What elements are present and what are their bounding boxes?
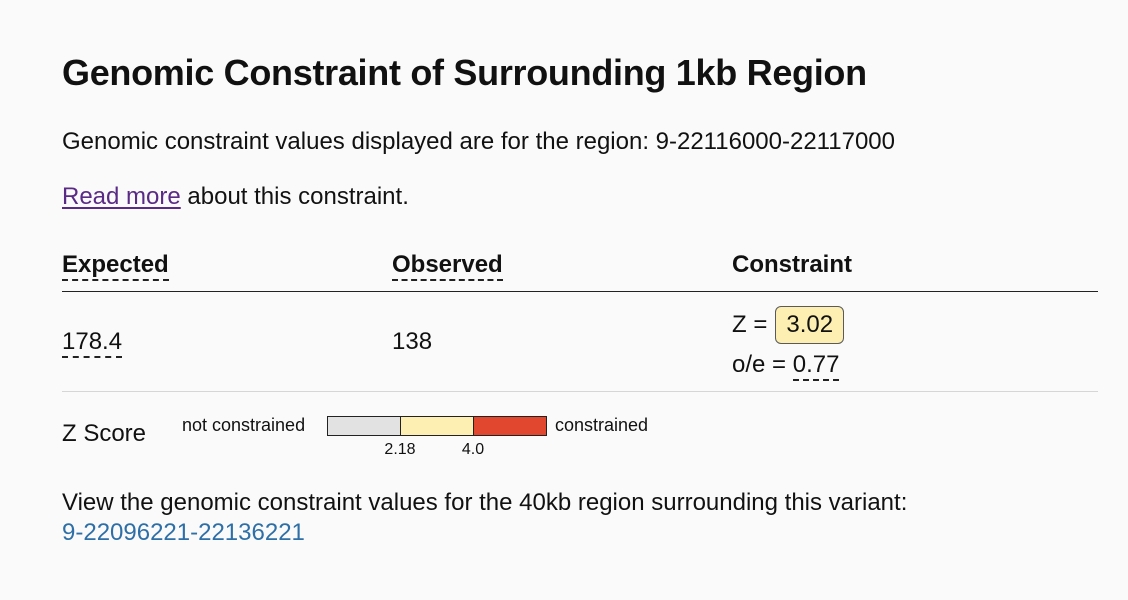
oe-prefix: o/e = <box>732 351 793 378</box>
page-title: Genomic Constraint of Surrounding 1kb Re… <box>62 52 867 93</box>
oe-value[interactable]: 0.77 <box>792 351 840 381</box>
observed-value-cell: 138 <box>392 328 432 356</box>
read-more-suffix: about this constraint. <box>180 183 409 210</box>
legend-segment-2 <box>400 417 473 435</box>
expected-value-cell[interactable]: 178.4 <box>62 328 123 358</box>
header-expected-label: Expected <box>62 251 169 281</box>
legend-tick-high: 4.0 <box>461 441 485 458</box>
read-more-line: Read more about this constraint. <box>62 183 409 211</box>
header-divider <box>62 291 1098 292</box>
read-more-link[interactable]: Read more <box>62 183 181 210</box>
expected-value: 178.4 <box>62 328 123 358</box>
header-expected[interactable]: Expected <box>62 251 169 281</box>
z-score-legend-label: Z Score <box>62 420 147 447</box>
observed-value: 138 <box>392 328 433 355</box>
oe-line: o/e = 0.77 <box>732 351 840 381</box>
footer-text: View the genomic constraint values for t… <box>62 489 908 516</box>
header-constraint-label: Constraint <box>732 251 852 278</box>
legend-constrained: constrained <box>555 415 649 435</box>
z-score-line: Z = 3.02 <box>732 306 845 344</box>
legend-segment-1 <box>328 417 400 435</box>
z-score-legend-bar <box>327 416 547 436</box>
row-divider <box>62 391 1098 392</box>
z-score-badge: 3.02 <box>775 306 845 344</box>
region-40kb-link[interactable]: 9-22096221-22136221 <box>62 519 305 546</box>
header-observed-label: Observed <box>392 251 503 281</box>
legend-tick-low: 2.18 <box>384 441 416 458</box>
region-description: Genomic constraint values displayed are … <box>62 128 895 155</box>
legend-segment-3 <box>473 417 547 435</box>
header-constraint: Constraint <box>732 251 852 279</box>
legend-not-constrained: not constrained <box>182 415 306 435</box>
header-observed[interactable]: Observed <box>392 251 503 281</box>
z-prefix: Z = <box>732 311 768 338</box>
